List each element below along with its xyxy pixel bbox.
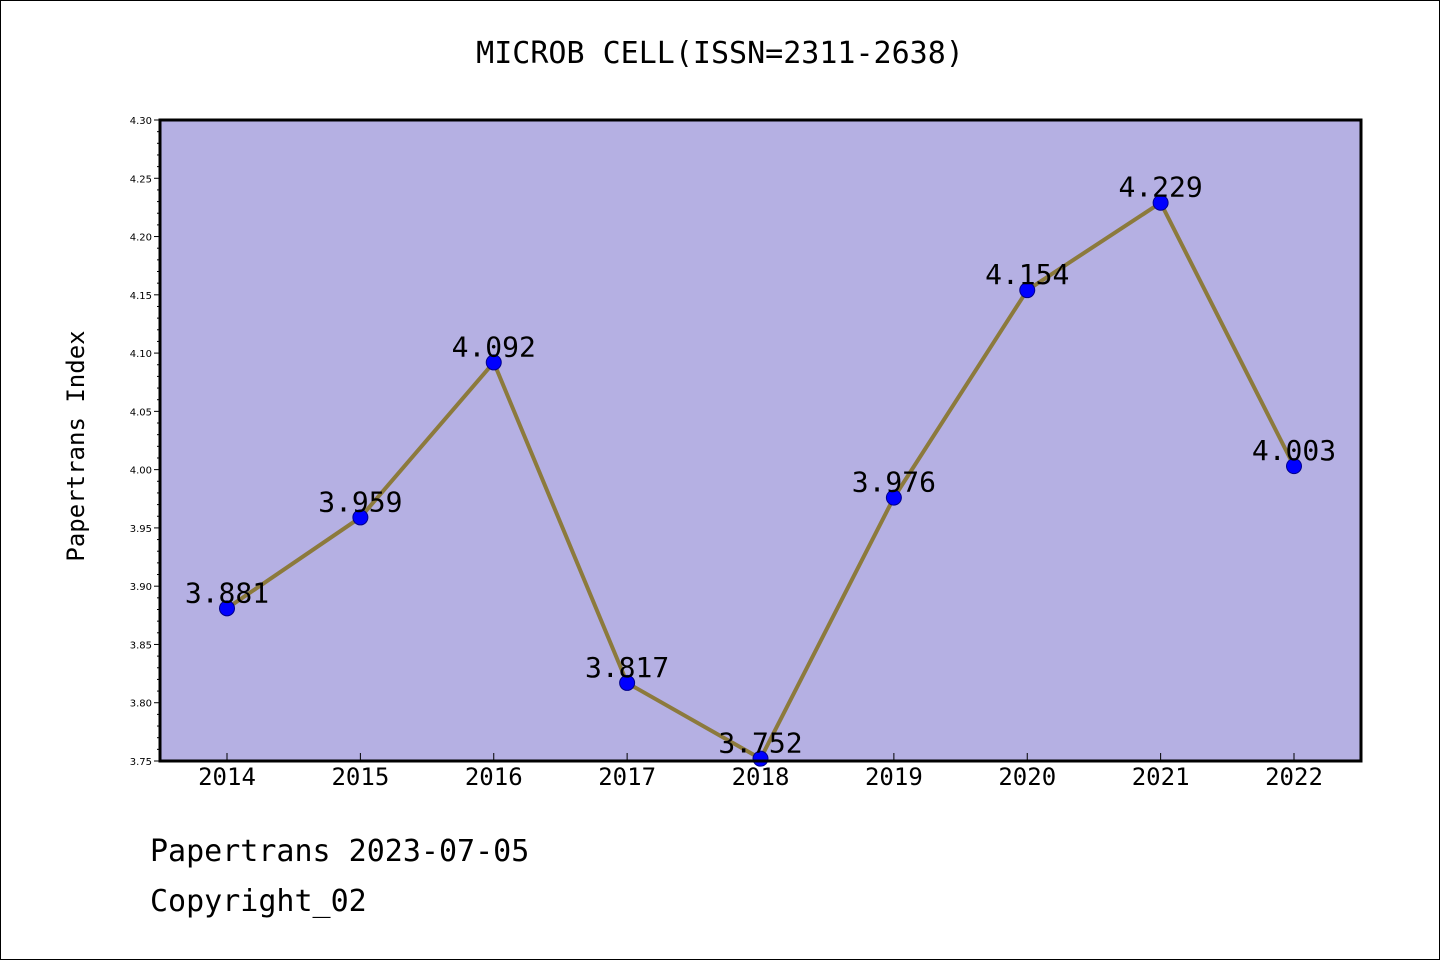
y-tick-label: 4.00 (130, 466, 152, 477)
y-tick-label: 4.05 (130, 407, 152, 418)
data-point (885, 489, 902, 506)
y-axis-label: Papertrans Index (62, 330, 90, 562)
y-tick-label: 3.75 (130, 757, 152, 768)
data-point (619, 674, 636, 691)
data-label: 3.976 (852, 466, 936, 499)
data-label: 3.752 (718, 727, 802, 760)
footer-copyright: Copyright_02 (150, 884, 367, 919)
data-label: 3.959 (318, 485, 402, 518)
data-label: 4.229 (1118, 171, 1202, 204)
data-label: 3.881 (185, 576, 269, 609)
data-point (219, 600, 235, 617)
x-tick-label: 2015 (331, 763, 389, 791)
series-markers (219, 194, 1302, 767)
y-tick-label: 4.20 (130, 233, 152, 244)
data-label: 4.154 (985, 258, 1069, 291)
footer-date: Papertrans 2023-07-05 (150, 834, 530, 869)
y-tick-label: 4.15 (130, 291, 152, 302)
y-tick-label: 4.10 (130, 349, 152, 360)
chart-title: MICROB CELL(ISSN=2311-2638) (476, 36, 964, 71)
data-point (1152, 194, 1169, 211)
x-tick-label: 2018 (732, 763, 790, 791)
data-label: 3.817 (585, 651, 669, 684)
plot-area (160, 120, 1361, 761)
x-tick-label: 2020 (998, 763, 1056, 791)
y-tick-label: 3.85 (130, 640, 152, 651)
x-tick-label: 2016 (465, 763, 523, 791)
y-tick-label: 3.80 (130, 699, 152, 710)
data-point (352, 509, 369, 526)
x-axis: 2014 2015 2016 2017 2018 2019 2020 2021 2022 (198, 753, 1323, 791)
y-tick-label: 4.30 (130, 116, 152, 127)
data-labels: 3.881 3.959 4.092 3.817 3.752 3.976 4.154 4.229… (185, 171, 1336, 760)
x-tick-label: 2014 (198, 763, 256, 791)
data-label: 4.092 (452, 330, 536, 363)
data-point (1019, 282, 1036, 299)
data-point (1286, 458, 1302, 475)
x-tick-label: 2021 (1132, 763, 1190, 791)
x-tick-label: 2019 (865, 763, 923, 791)
y-tick-label: 4.25 (130, 174, 152, 185)
y-axis: 3.75 3.80 3.85 3.90 3.95 4.00 4.05 4.10 4.15 4.20… (130, 116, 160, 768)
y-tick-label: 3.95 (130, 524, 152, 535)
data-label: 4.003 (1252, 434, 1336, 467)
x-tick-label: 2022 (1265, 763, 1323, 791)
x-tick-label: 2017 (598, 763, 656, 791)
plot-border (158, 118, 1363, 763)
data-point (485, 354, 502, 371)
y-tick-label: 3.90 (130, 582, 152, 593)
